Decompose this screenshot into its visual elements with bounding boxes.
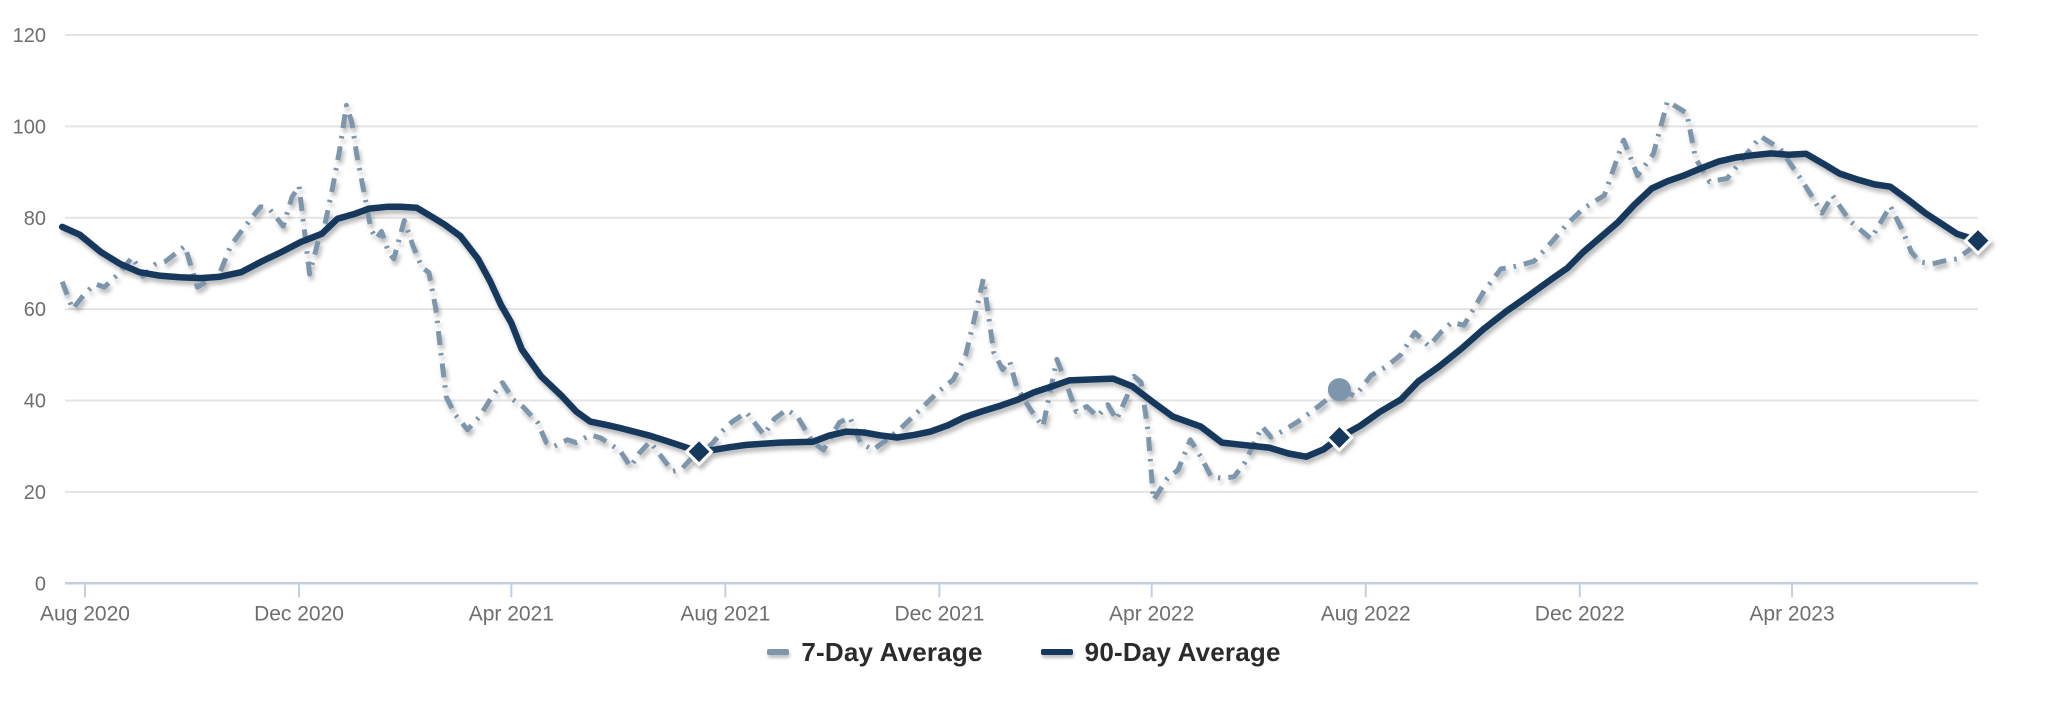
legend-swatch-7-day-icon — [767, 649, 790, 655]
x-axis-label: Dec 2021 — [894, 602, 984, 625]
legend-item-7-day-average: 7-Day Average — [767, 637, 982, 668]
y-axis-label: 120 — [13, 25, 46, 47]
y-axis-label: 60 — [24, 299, 46, 321]
x-axis-label: Apr 2023 — [1749, 602, 1834, 625]
y-axis-label: 40 — [24, 391, 46, 413]
x-axis-label: Dec 2022 — [1535, 602, 1625, 625]
y-axis-label: 0 — [35, 573, 46, 595]
marker-diamond-icon — [1324, 422, 1355, 453]
y-axis-label: 80 — [24, 208, 46, 230]
y-axis-label: 20 — [24, 482, 46, 504]
marker-circle-icon — [1327, 378, 1351, 402]
legend-item-90-day-average: 90-Day Average — [1040, 636, 1281, 668]
x-axis-label: Dec 2020 — [254, 602, 344, 625]
series-line-90-day-average — [58, 150, 1982, 460]
x-axis-label: Apr 2021 — [469, 602, 554, 625]
line-chart: 0 20 40 60 80 100 120 Aug 2020 Dec 2020 Apr 2021 A… — [13, 25, 1993, 625]
series-line-7-day-average — [59, 98, 1980, 503]
marker-diamond-icon — [1963, 226, 1993, 256]
x-axis-label: Aug 2021 — [680, 602, 770, 625]
x-axis-label: Aug 2020 — [40, 602, 130, 625]
x-axis-label: Aug 2022 — [1321, 602, 1411, 625]
x-axis-label: Apr 2022 — [1109, 602, 1194, 625]
legend-label-7-day: 7-Day Average — [801, 636, 983, 667]
series-group — [58, 98, 1993, 503]
marker-diamond-icon — [684, 437, 714, 467]
legend-label-90-day: 90-Day Average — [1084, 636, 1281, 667]
chart-legend: 7-Day Average 90-Day Average — [0, 634, 2048, 670]
legend-swatch-90-day-icon — [1040, 649, 1073, 655]
y-axis-label: 100 — [13, 116, 46, 138]
